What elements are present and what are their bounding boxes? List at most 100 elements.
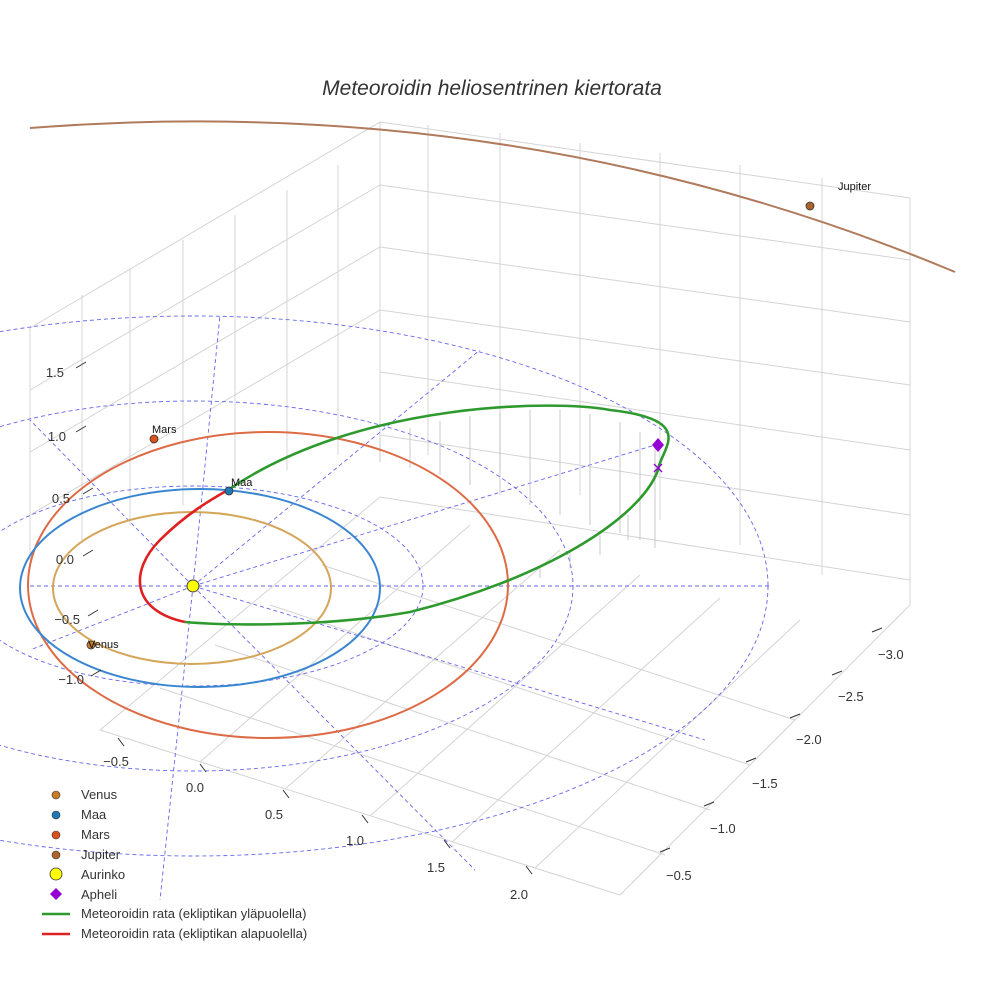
meteoroid-orbit-above [184,404,670,626]
grid-line [284,549,561,790]
y-tick-label: −2.0 [796,732,822,747]
ecliptic-axis [29,585,194,651]
grid-line [534,619,801,869]
grid-line [199,524,471,763]
z-tick-label: −1.0 [58,672,84,687]
y-tick-label: −3.0 [878,647,904,662]
y-tick-label: −0.5 [666,868,692,883]
y-tick [831,670,843,676]
y-tick [745,757,757,763]
grid-line [379,434,911,516]
ecliptic-grid [0,314,770,901]
x-tick [361,814,369,824]
legend-mars-dot [51,830,61,840]
legend-item[interactable]: Aurinko [49,867,125,882]
legend-label: Maa [81,807,107,822]
venus-label: Venus [88,639,119,651]
ecliptic-axis [192,314,221,587]
grid-line [321,564,796,721]
legend-aphelion-diamond [50,888,62,900]
legend-earth-dot [51,810,61,820]
venus-marker [86,640,96,650]
grid-line [619,604,911,896]
grid-line [451,597,721,843]
aphelion-marker [652,438,664,452]
earth-marker [224,486,234,496]
ecliptic-axis [192,349,481,587]
mars-label: Mars [152,424,177,436]
grid-line [29,309,381,516]
x-tick-label: 0.0 [186,780,204,795]
z-tick [87,609,99,617]
z-tick-label: 0.5 [52,491,70,506]
z-tick-label: 0.0 [56,552,74,567]
z-tick-label: −0.5 [54,612,80,627]
y-tick-label: −1.5 [752,776,778,791]
legend-item[interactable]: Jupiter [51,847,121,862]
y-tick-label: −2.5 [838,689,864,704]
z-tick [82,487,94,495]
x-tick-label: 2.0 [510,887,528,902]
x-tick [117,737,125,747]
legend: Venus Maa Mars Jupiter Aurinko Apheli Me… [42,787,307,941]
x-axis: −0.5 0.0 0.5 1.0 1.5 2.0 [103,737,533,902]
legend-item[interactable]: Mars [51,827,110,842]
chart-title: Meteoroidin heliosentrinen kiertorata [322,77,662,100]
legend-label: Aurinko [81,867,125,882]
z-tick-label: 1.0 [48,429,66,444]
grid-line [379,184,911,261]
earth-orbit [19,488,381,688]
x-tick [282,789,290,799]
ecliptic-axis [192,444,656,587]
grid-line [369,574,641,817]
legend-item[interactable]: Maa [51,807,107,822]
z-tick-label: 1.5 [46,365,64,380]
z-tick [82,549,94,557]
y-tick [703,801,715,807]
x-tick [199,763,207,773]
y-tick [789,713,801,719]
mars-orbit [27,431,509,739]
legend-item[interactable]: Venus [51,787,118,802]
z-tick [75,361,87,369]
legend-label: Jupiter [81,847,121,862]
x-tick-label: 0.5 [265,807,283,822]
ecliptic-axis [192,585,706,741]
grid-line [379,496,911,581]
x-tick [525,865,533,875]
ecliptic-axis [29,419,194,587]
planet-orbits [19,120,956,739]
y-axis: −3.0 −2.5 −2.0 −1.5 −1.0 −0.5 [659,627,904,883]
ecliptic-axis [159,585,194,901]
legend-label: Mars [81,827,110,842]
aphelion-projection-marker [653,463,663,473]
legend-venus-dot [51,790,61,800]
legend-jupiter-dot [51,850,61,860]
grid-line [159,687,666,856]
legend-item[interactable]: Apheli [50,887,117,902]
y-tick-label: −1.0 [710,821,736,836]
y-tick [871,627,883,633]
legend-label: Meteoroidin rata (ekliptikan alapuolella… [81,926,307,941]
sun-marker [186,579,200,593]
legend-sun-marker [49,867,63,881]
legend-item[interactable]: Meteoroidin rata (ekliptikan alapuolella… [42,926,307,941]
legend-label: Meteoroidin rata (ekliptikan yläpuolella… [81,906,306,921]
grid-line [99,729,621,896]
earth-label: Maa [231,477,253,489]
grid-line [379,121,911,199]
x-tick [443,839,451,849]
z-tick [75,425,87,433]
legend-label: Venus [81,787,118,802]
axis-panes [29,121,911,896]
meteoroid-orbit [138,404,670,626]
grid-line [29,121,381,329]
jupiter-orbit [29,120,956,273]
z-tick [90,669,102,677]
grid-line [379,309,911,386]
legend-item[interactable]: Meteoroidin rata (ekliptikan yläpuolella… [42,906,306,921]
legend-label: Apheli [81,887,117,902]
mars-marker [149,434,159,444]
x-tick-label: 1.0 [346,833,364,848]
